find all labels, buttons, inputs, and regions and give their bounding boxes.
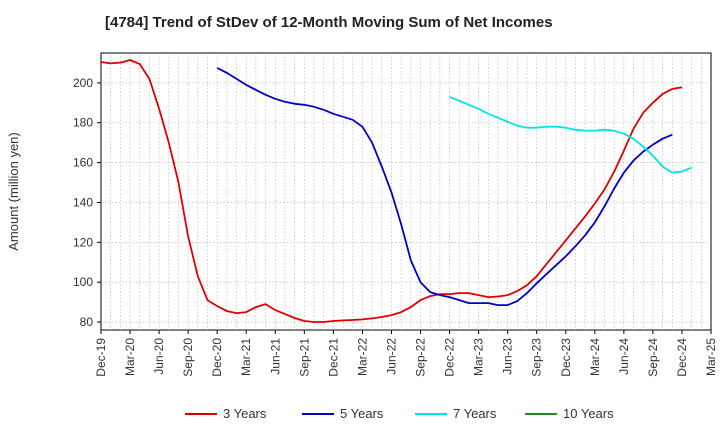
x-tick-label: Sep-20: [181, 338, 195, 377]
legend-label-5-years: 5 Years: [340, 406, 384, 421]
x-tick-label: Mar-25: [704, 338, 718, 376]
x-tick-label: Dec-19: [94, 338, 108, 377]
series-line-7-years: [449, 95, 692, 174]
series-line-3-years: [100, 59, 683, 323]
x-tick-label: Dec-23: [559, 338, 573, 377]
x-tick-label: Sep-23: [530, 338, 544, 377]
y-tick-label: 200: [73, 76, 93, 90]
x-tick-label: Dec-21: [326, 338, 340, 377]
x-tick-label: Dec-22: [443, 338, 457, 377]
x-tick-label: Sep-24: [646, 338, 660, 377]
y-tick-label: 100: [73, 275, 93, 289]
x-tick-label: Sep-21: [297, 338, 311, 377]
y-axis-label: Amount (million yen): [6, 132, 21, 251]
legend-label-3-years: 3 Years: [223, 406, 267, 421]
x-tick-label: Sep-22: [414, 338, 428, 377]
x-tick-label: Jun-24: [617, 338, 631, 375]
x-tick-label: Jun-21: [268, 338, 282, 375]
x-tick-label: Jun-22: [384, 338, 398, 375]
x-tick-label: Mar-22: [355, 338, 369, 376]
x-tick-label: Dec-24: [675, 338, 689, 377]
plot-frame: [100, 52, 712, 331]
x-tick-label: Mar-20: [123, 338, 137, 376]
y-tick-label: 160: [73, 156, 93, 170]
x-tick-label: Dec-20: [210, 338, 224, 377]
x-tick-label: Mar-23: [472, 338, 486, 376]
x-tick-label: Jun-23: [501, 338, 515, 375]
x-tick-label: Mar-24: [588, 338, 602, 376]
x-tick-label: Mar-21: [239, 338, 253, 376]
chart-title: [4784] Trend of StDev of 12-Month Moving…: [105, 14, 553, 31]
y-tick-label: 80: [80, 315, 94, 329]
x-tick-label: Jun-20: [152, 338, 166, 375]
legend-label-10-years: 10 Years: [563, 406, 614, 421]
y-tick-label: 140: [73, 195, 93, 209]
y-tick-label: 120: [73, 235, 93, 249]
legend-label-7-years: 7 Years: [453, 406, 497, 421]
series-line-5-years: [216, 67, 673, 307]
y-tick-label: 180: [73, 116, 93, 130]
